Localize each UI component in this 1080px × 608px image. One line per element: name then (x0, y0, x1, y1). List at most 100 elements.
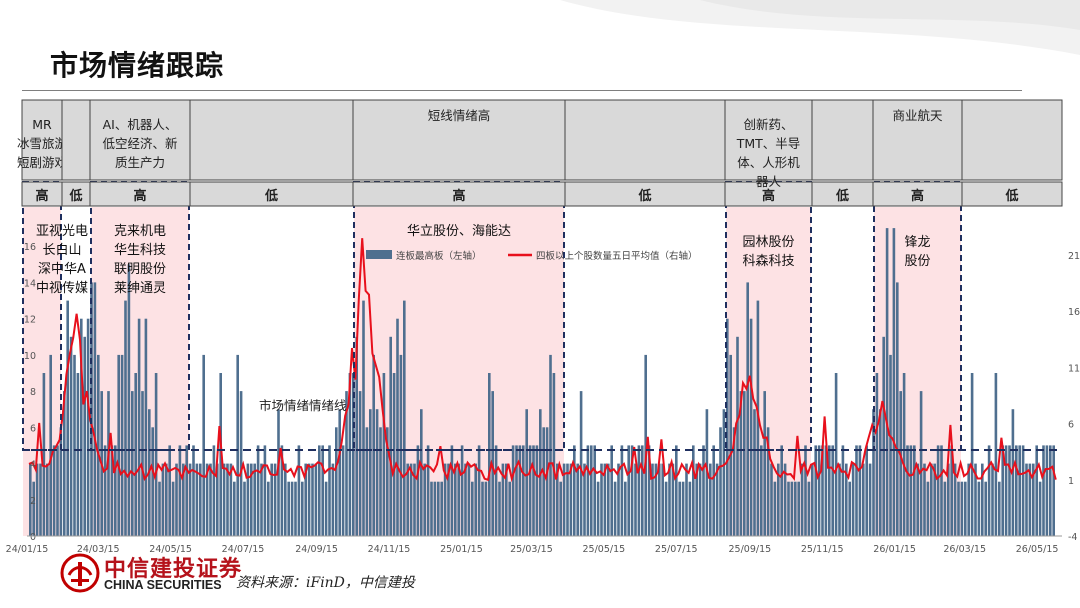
bar (508, 481, 511, 536)
bar (188, 463, 192, 536)
bar (263, 445, 267, 536)
bar (882, 336, 885, 536)
logo-chinese-name: 中信建投证券 (104, 556, 243, 582)
x-tick-label: 24/09/15 (295, 544, 338, 555)
theme-label: 体、人形机 (737, 155, 800, 170)
high-period-frame (22, 181, 62, 451)
bar (205, 463, 209, 536)
legend-line-label: 四板以上个股数量五日平均值（右轴） (536, 250, 698, 262)
page-title: 市场情绪跟踪 (50, 49, 225, 82)
bar (1038, 481, 1042, 536)
bar (392, 373, 396, 536)
theme-label: 低空经济、新 (102, 136, 177, 151)
bar (63, 391, 66, 536)
bar (222, 463, 226, 536)
bar (828, 445, 831, 536)
bar (664, 481, 668, 536)
bar (970, 373, 974, 536)
theme-label: 冰雪旅游 (17, 136, 68, 151)
bar (137, 318, 141, 536)
bar (83, 336, 86, 536)
bar (488, 373, 491, 536)
bar (872, 409, 875, 536)
y-right-tick-label: 11 (1068, 363, 1080, 374)
bar (923, 463, 926, 536)
bar (545, 427, 549, 536)
bar (1008, 445, 1011, 536)
legend-bar-label: 连板最高板（左轴） (396, 250, 482, 262)
bar (481, 481, 484, 536)
bar (440, 481, 443, 536)
bar (671, 463, 675, 536)
bar (474, 463, 477, 536)
bar (879, 409, 882, 536)
bar (212, 445, 216, 536)
bar (620, 445, 624, 536)
bar (821, 445, 824, 536)
bar (889, 354, 892, 536)
stock-label: 联明股份 (114, 262, 166, 277)
bar (991, 463, 994, 536)
bar (960, 481, 964, 536)
bar (433, 481, 437, 536)
theme-cell (811, 99, 874, 181)
bar (896, 282, 899, 536)
bar (287, 481, 290, 536)
bar (729, 354, 732, 536)
bar (906, 445, 909, 536)
bar (246, 463, 250, 536)
level-label: 低 (264, 188, 278, 204)
bar (59, 427, 63, 536)
bar (600, 463, 603, 536)
y-left-tick-label: 10 (24, 351, 36, 362)
bar (1028, 463, 1032, 536)
level-cell (564, 181, 726, 207)
legend-bar-swatch (366, 250, 392, 259)
bar (858, 445, 862, 536)
level-cell (352, 181, 566, 207)
sentiment-line-annotation: 市场情绪情绪线 (259, 398, 347, 413)
level-label: 高 (911, 188, 924, 204)
level-label: 低 (68, 188, 82, 204)
bar (165, 463, 168, 536)
theme-label: 质生产力 (115, 155, 165, 170)
theme-label: 商业航天 (892, 108, 943, 123)
bar (267, 481, 270, 536)
high-period-frame (90, 181, 190, 451)
theme-cell (872, 99, 963, 181)
y-left-tick-label: 16 (24, 242, 36, 253)
bar (936, 445, 940, 536)
bar (811, 463, 814, 536)
bar (348, 373, 352, 536)
bar (902, 373, 906, 536)
bar (515, 445, 518, 536)
level-label: 低 (1004, 188, 1018, 204)
bar (178, 445, 182, 536)
theme-label: 短剧游戏 (17, 155, 67, 170)
x-tick-label: 25/01/15 (440, 544, 483, 555)
y-right-tick-label: 6 (1068, 420, 1074, 431)
bar (868, 463, 872, 536)
bar (386, 427, 389, 536)
bar (522, 445, 525, 536)
bar (998, 481, 1001, 536)
bar (144, 318, 148, 536)
bar (192, 445, 195, 536)
bar (185, 445, 188, 536)
bar (987, 445, 991, 536)
bar (678, 481, 681, 536)
bar (583, 463, 586, 536)
theme-cell (724, 99, 813, 181)
bar (1021, 445, 1025, 536)
bar (675, 445, 678, 536)
bar (294, 481, 297, 536)
stock-label: 长白山 (42, 242, 81, 258)
bar (352, 373, 355, 536)
bar (182, 463, 185, 536)
bar (467, 463, 471, 536)
title-divider (22, 90, 1022, 91)
bar (127, 264, 131, 536)
bar (110, 445, 114, 536)
bar (430, 481, 433, 536)
bar (926, 481, 930, 536)
